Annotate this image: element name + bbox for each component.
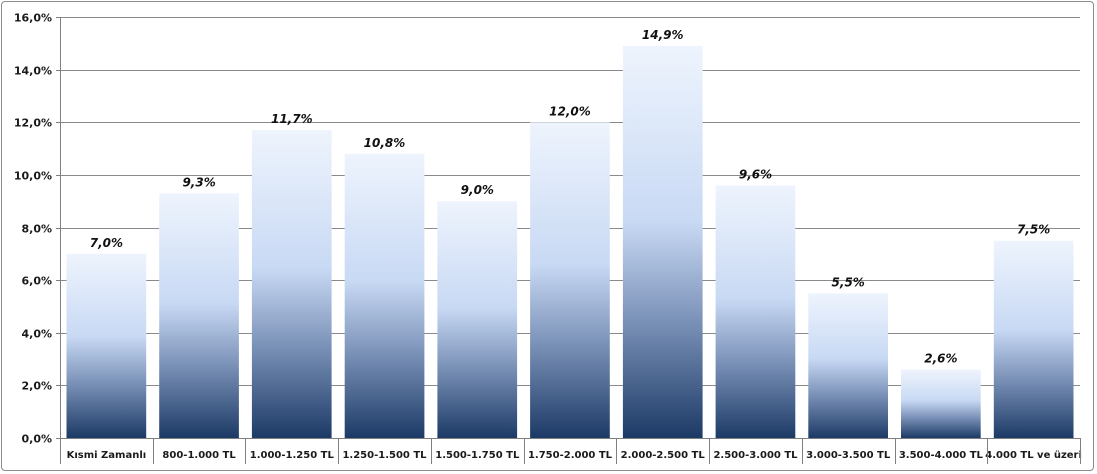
bar bbox=[437, 201, 518, 438]
x-category-label: 2.000-2.500 TL bbox=[621, 450, 706, 461]
data-labels: 7,0% 9,3% 11,7% 10,8% 9,0% 12,0% 14,9% 9,6% 5,5%… bbox=[90, 28, 1050, 366]
x-category-label: 3.500-4.000 TL bbox=[899, 450, 984, 461]
x-category-label: 1.250-1.500 TL bbox=[342, 450, 427, 461]
x-category-label: 2.500-3.000 TL bbox=[713, 450, 798, 461]
y-tick-label: 8,0% bbox=[21, 223, 52, 236]
y-tick-label: 6,0% bbox=[21, 275, 52, 288]
x-category-label: 3.000-3.500 TL bbox=[806, 450, 891, 461]
data-label: 5,5% bbox=[832, 275, 865, 289]
data-label: 9,0% bbox=[461, 183, 494, 197]
x-category-label: 800-1.000 TL bbox=[162, 450, 236, 461]
bar bbox=[715, 185, 796, 438]
bars bbox=[66, 45, 1074, 439]
y-tick-label: 2,0% bbox=[21, 380, 52, 393]
y-tick-label: 12,0% bbox=[14, 117, 52, 130]
data-label: 12,0% bbox=[549, 104, 591, 118]
data-label: 7,0% bbox=[90, 236, 123, 250]
data-label: 2,6% bbox=[924, 352, 957, 366]
y-tick-label: 0,0% bbox=[21, 433, 52, 446]
data-label: 9,3% bbox=[182, 175, 215, 189]
x-category-label: 4.000 TL ve üzeri bbox=[985, 450, 1082, 461]
data-label: 11,7% bbox=[271, 112, 313, 126]
x-category-label: 1.750-2.000 TL bbox=[528, 450, 613, 461]
bar bbox=[159, 193, 239, 438]
x-category-label: Kısmi Zamanlı bbox=[67, 450, 147, 461]
data-label: 9,6% bbox=[739, 167, 772, 181]
y-tick-label: 16,0% bbox=[14, 12, 52, 25]
bar bbox=[622, 45, 703, 439]
y-tick-label: 10,0% bbox=[14, 170, 52, 183]
y-tick-label: 14,0% bbox=[14, 65, 52, 78]
x-category-label: 1.500-1.750 TL bbox=[435, 450, 520, 461]
axes bbox=[60, 17, 1081, 464]
data-label: 7,5% bbox=[1017, 223, 1050, 237]
bar bbox=[530, 122, 610, 439]
y-axis-ticks: 0,0% 2,0% 4,0% 6,0% 8,0% 10,0% 12,0% 14,0% 16,0% bbox=[14, 12, 60, 446]
bar bbox=[808, 293, 888, 438]
bar bbox=[901, 369, 981, 438]
y-tick-label: 4,0% bbox=[21, 328, 52, 341]
bar bbox=[251, 130, 332, 438]
data-label: 14,9% bbox=[642, 28, 684, 42]
x-axis-categories: Kısmi Zamanlı 800-1.000 TL 1.000-1.250 TL 1… bbox=[67, 450, 1082, 461]
bar bbox=[66, 253, 147, 438]
x-category-label: 1.000-1.250 TL bbox=[250, 450, 335, 461]
bar bbox=[993, 240, 1074, 438]
data-label: 10,8% bbox=[364, 136, 406, 150]
bar bbox=[344, 153, 425, 439]
